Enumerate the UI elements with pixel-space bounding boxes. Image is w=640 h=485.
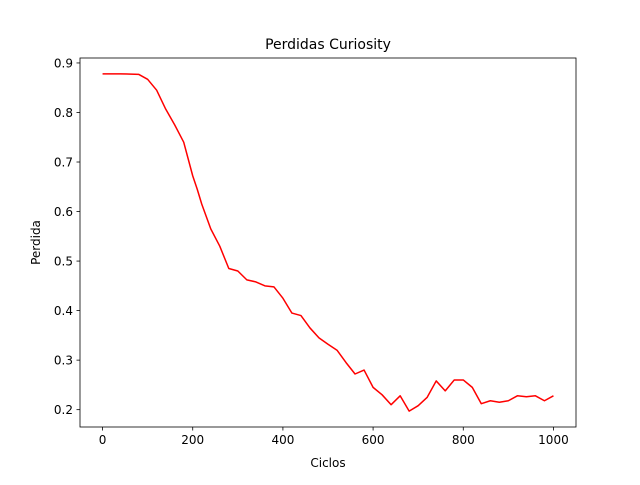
series-line-0: [102, 73, 554, 412]
x-tick-label: 800: [452, 433, 475, 447]
x-tick-label: 600: [362, 433, 385, 447]
y-tick-label: 0.3: [54, 353, 73, 367]
x-tick-label: 0: [99, 433, 107, 447]
y-tick-label: 0.9: [54, 56, 73, 70]
y-tick-label: 0.4: [54, 304, 73, 318]
x-tick-label: 1000: [538, 433, 569, 447]
x-axis-ticks: 0 200 400 600 800 1000: [99, 427, 569, 447]
chart-title: Perdidas Curiosity: [265, 37, 391, 53]
y-axis-ticks: 0.2 0.3 0.4 0.5 0.6 0.7 0.8 0.9: [54, 56, 80, 417]
plot-frame: [79, 57, 577, 428]
y-axis-label: Perdida: [29, 220, 43, 265]
x-axis-label: Ciclos: [310, 456, 345, 470]
y-tick-label: 0.5: [54, 254, 73, 268]
plot-area: [80, 58, 576, 427]
x-tick-label: 400: [271, 433, 294, 447]
y-tick-label: 0.2: [54, 403, 73, 417]
y-tick-label: 0.7: [54, 155, 73, 169]
y-tick-label: 0.6: [54, 205, 73, 219]
series-layer: [102, 73, 554, 412]
x-tick-label: 200: [181, 433, 204, 447]
y-tick-label: 0.8: [54, 106, 73, 120]
